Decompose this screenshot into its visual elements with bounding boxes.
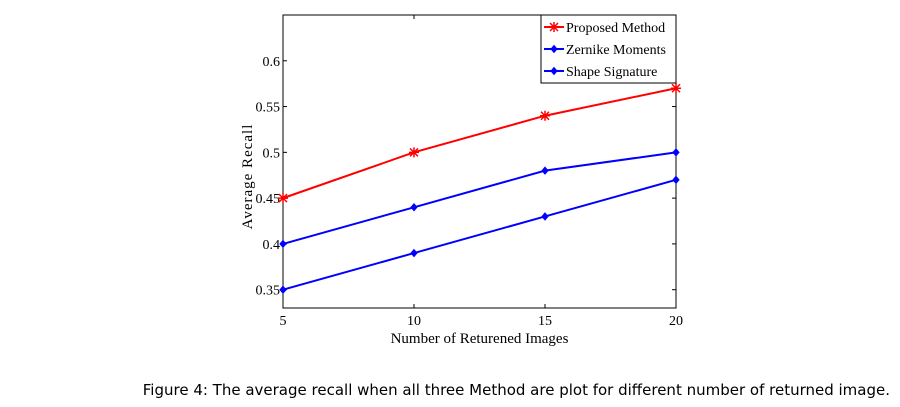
plot-axes: 0.35 0.4 0.45 0.5 0.55 0.6 5 10 15 20 — [256, 14, 683, 329]
plot-frame — [282, 14, 677, 309]
legend-marker — [550, 66, 558, 76]
y-tick-label: 0.35 — [256, 284, 281, 299]
series-lines — [278, 83, 681, 294]
legend-label: Zernike Moments — [566, 43, 666, 58]
figure-caption: Figure 4: The average recall when all th… — [142, 381, 890, 399]
data-point — [541, 212, 549, 221]
data-point — [672, 148, 680, 157]
legend-label: Proposed Method — [566, 21, 665, 36]
series-line — [282, 178, 677, 291]
legend: Proposed Method Zernike Moments Shape Sign… — [540, 14, 677, 84]
data-point — [540, 110, 550, 121]
y-tick-label: 0.5 — [263, 146, 281, 161]
y-axis-label: Average Recall — [240, 124, 256, 230]
series-line — [282, 87, 677, 200]
x-tick-label: 10 — [407, 314, 421, 329]
series-proposed-method — [278, 83, 681, 204]
data-point — [672, 175, 680, 185]
series-shape-signature — [279, 175, 680, 294]
data-point — [541, 166, 549, 175]
data-point — [410, 248, 418, 258]
legend-marker — [549, 22, 559, 32]
data-point — [279, 285, 287, 294]
x-tick-label: 20 — [669, 314, 683, 329]
line-chart: 0.35 0.4 0.45 0.5 0.55 0.6 5 10 15 20 Proposed Me… — [240, 14, 683, 347]
series-zernike-moments — [279, 148, 680, 249]
x-tick-label: 5 — [280, 314, 287, 329]
x-axis-label: Number of Returened Images — [391, 331, 569, 347]
series-line — [282, 151, 677, 245]
x-tick-label: 15 — [538, 314, 552, 329]
y-tick-label: 0.45 — [256, 192, 281, 207]
y-tick-label: 0.4 — [263, 238, 281, 253]
data-point — [279, 239, 287, 249]
legend-marker — [550, 44, 558, 54]
data-point — [409, 147, 419, 158]
legend-label: Shape Signature — [566, 65, 657, 80]
y-tick-label: 0.55 — [256, 101, 281, 116]
y-tick-label: 0.6 — [263, 55, 281, 70]
data-point — [410, 203, 418, 212]
data-point — [671, 83, 681, 94]
data-point — [278, 193, 288, 204]
